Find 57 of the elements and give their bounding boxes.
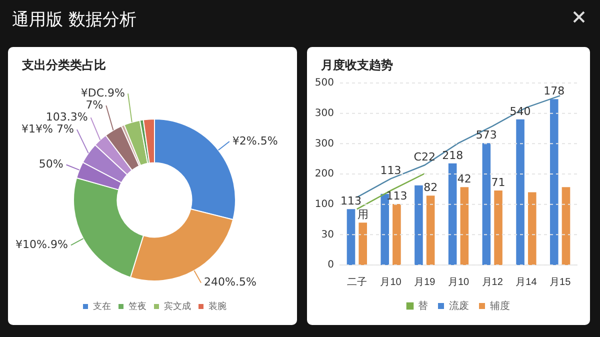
x-tick-label: 月12 [482,276,504,288]
bar [516,119,524,265]
text: 50% [38,158,64,171]
bar [562,187,570,265]
bar [358,222,367,265]
annotation: 用 [357,208,368,222]
legend-label: 笠夜 [128,300,146,311]
text: 300 [314,108,334,119]
annotation: 540 [510,104,531,118]
text: ¥DC.9% [80,86,125,100]
annotation: 113 [380,164,402,178]
annotation: 178 [544,84,565,98]
bar [392,204,401,265]
bar [482,143,491,265]
text: ¥1¥% 7% [22,122,74,136]
legend-label: 支在 [93,300,111,311]
legend-label: 装腕 [208,300,226,311]
text: ¥10%.9% [16,238,68,252]
text: 7% [86,98,104,112]
annotation: 82 [424,180,438,194]
bar [494,190,502,265]
x-tick-label: 月19 [414,276,436,288]
annotation: 71 [491,176,506,189]
text: 240%.5% [204,276,256,289]
annotation: 113 [340,194,362,208]
x-tick-label: 月10 [380,276,402,288]
text: 500 [314,78,334,89]
bar [448,163,457,265]
chart-title: 月度收支趋势 [321,57,393,74]
bar [528,192,536,265]
text: 0 [328,260,334,271]
legend-label: 替 [418,300,428,312]
x-tick-label: 二子 [346,276,367,288]
legend-label: 辅度 [490,300,510,312]
bar [460,187,469,265]
text: 通用版 数据分析 [12,9,136,31]
text: 100 [314,198,334,210]
annotation: C22 [414,150,436,164]
text: 300 [314,138,334,150]
text: 103.3% [46,110,88,124]
x-tick-label: 月10 [448,276,470,288]
bar [550,99,558,265]
bar [380,194,390,265]
annotation: 42 [457,172,472,186]
x-tick-label: 月14 [516,276,538,288]
annotation: 218 [442,148,464,162]
bar [426,196,435,265]
bar [346,209,356,265]
text: 200 [314,168,334,180]
legend-label: 宾文成 [164,300,191,311]
legend-label: 流废 [449,300,469,312]
bar [414,185,423,265]
text: ¥2%.5% [232,134,278,148]
x-tick-label: 月15 [550,276,572,288]
chart-title: 支出分类类占比 [22,57,106,74]
text: 30 [321,229,334,240]
annotation: 573 [476,128,497,142]
